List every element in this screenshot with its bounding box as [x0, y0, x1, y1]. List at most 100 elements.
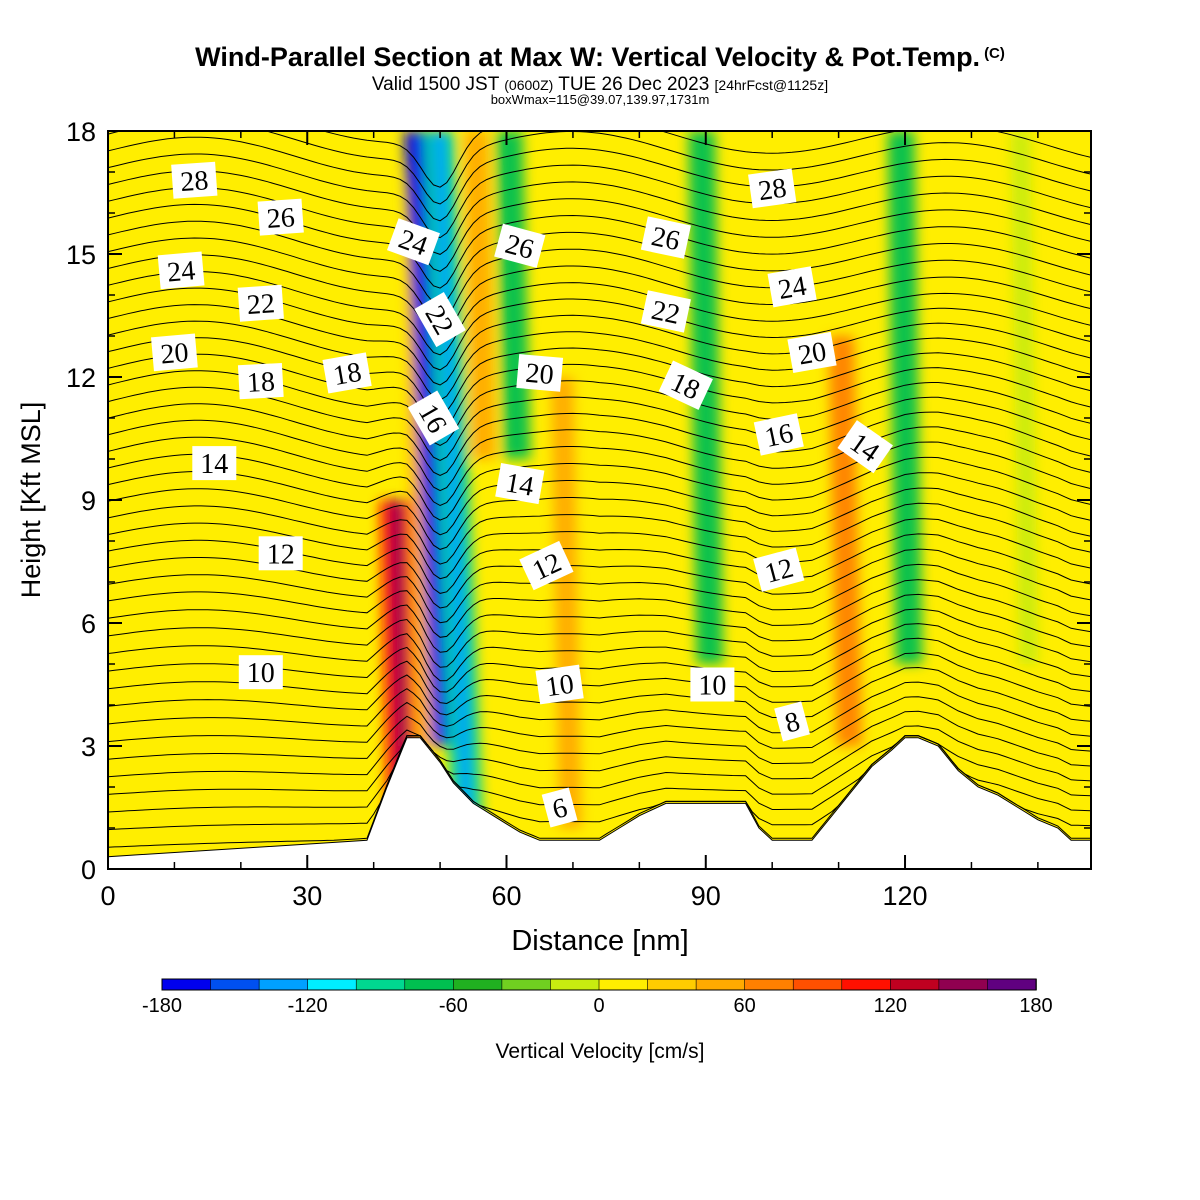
theta-line	[108, 320, 1091, 401]
theta-label: 6	[541, 787, 578, 828]
theta-label-box	[237, 284, 284, 322]
y-tick-label: 12	[66, 363, 96, 393]
terrain	[107, 737, 1092, 870]
valid-time: Valid 1500 JST	[371, 74, 499, 95]
theta-line	[108, 453, 1091, 521]
theta-line	[108, 487, 1091, 550]
theta-label: 14	[495, 463, 545, 505]
theta-line	[108, 153, 1091, 239]
x-tick-label: 90	[691, 881, 721, 911]
theta-label: 24	[387, 218, 440, 266]
colorbar-tick-label: 120	[874, 995, 907, 1017]
theta-label-text: 24	[776, 271, 809, 306]
theta-label-text: 12	[267, 539, 295, 570]
chart-title: Wind-Parallel Section at Max W: Vertical…	[0, 42, 1200, 73]
theta-label-box	[151, 333, 198, 372]
chart-title-main: Wind-Parallel Section at Max W: Vertical…	[195, 42, 981, 72]
theta-line	[108, 725, 1091, 782]
theta-label-box	[767, 266, 817, 308]
y-tick-label: 9	[81, 486, 96, 516]
w-feature	[551, 377, 582, 828]
theta-line	[108, 623, 1091, 682]
theta-contours	[108, 131, 1091, 848]
colorbar-tick-label: 60	[734, 995, 756, 1017]
theta-label-box	[495, 463, 545, 505]
x-tick-label: 30	[292, 881, 322, 911]
theta-label-box	[753, 413, 804, 456]
colorbar-swatch	[550, 978, 600, 991]
axes: 0 30 60 90 120 0 3 6 9 12 15 18	[66, 117, 1091, 911]
theta-line	[108, 696, 1091, 752]
box-max-info: boxWmax=115@39.07,139.97,1731m	[490, 92, 710, 107]
colorbar-swatch	[792, 978, 843, 991]
theta-label-box	[748, 168, 797, 209]
colorbar-swatch	[501, 978, 552, 991]
theta-label-box	[519, 540, 574, 591]
colorbar-swatch	[647, 978, 697, 991]
theta-line	[108, 386, 1091, 462]
theta-label-text: 16	[762, 418, 796, 454]
colorbar-swatch	[695, 978, 746, 991]
x-tick-label: 120	[882, 881, 927, 911]
colorbar-tick-label: -60	[439, 995, 468, 1017]
theta-label-box	[541, 787, 578, 828]
colorbar-swatch	[258, 978, 309, 991]
theta-label-box	[658, 360, 713, 410]
theta-line	[108, 518, 1091, 580]
theta-label: 16	[407, 390, 460, 446]
colorbar-swatch	[307, 978, 358, 991]
theta-label: 26	[494, 223, 546, 268]
theta-line	[108, 337, 1091, 416]
x-tick-label: 60	[491, 881, 521, 911]
theta-label-box	[322, 352, 372, 394]
theta-line	[108, 237, 1091, 323]
colorbar-swatch	[598, 978, 649, 991]
theta-label-box	[837, 420, 893, 474]
theta-line	[108, 131, 1091, 205]
theta-label-text: 26	[266, 202, 296, 235]
theta-label-text: 20	[796, 336, 829, 371]
forecast-info: [24hrFcst@1125z]	[714, 77, 829, 93]
theta-label-text: 10	[544, 669, 576, 704]
theta-label-box	[238, 655, 283, 690]
colorbar-label: Vertical Velocity [cm/s]	[496, 1040, 705, 1063]
theta-line	[108, 403, 1091, 477]
y-tick-label: 18	[66, 117, 96, 147]
theta-label: 18	[237, 362, 284, 400]
theta-label-text: 18	[331, 357, 364, 392]
theta-line	[108, 170, 1091, 255]
colorbar-swatch	[355, 978, 406, 991]
colorbar-swatch	[210, 978, 260, 991]
x-tick-label: 0	[100, 881, 115, 911]
theta-label-text: 28	[179, 165, 209, 198]
y-axis-label: Height [Kft MSL]	[16, 402, 46, 599]
theta-line	[108, 579, 1091, 638]
chart-subtitle: Valid 1500 JST (0600Z) TUE 26 Dec 2023 […	[0, 74, 1200, 96]
theta-label: 22	[237, 284, 284, 322]
theta-label-box	[414, 292, 466, 348]
theta-label-box	[535, 664, 584, 705]
x-axis-label: Distance [nm]	[511, 925, 688, 957]
w-feature	[887, 131, 923, 664]
colorbar-swatch	[453, 978, 503, 991]
colorbar-swatch	[890, 978, 940, 991]
theta-label: 20	[787, 331, 837, 373]
theta-label: 10	[690, 667, 735, 702]
theta-line	[108, 681, 1091, 737]
theta-label-box	[774, 701, 811, 742]
theta-line	[108, 502, 1091, 565]
theta-label-box	[407, 390, 460, 446]
theta-label: 26	[640, 216, 691, 259]
theta-label: 28	[748, 168, 797, 209]
theta-label: 8	[774, 701, 811, 742]
theta-line	[108, 471, 1091, 536]
theta-label-text: 22	[649, 295, 683, 331]
theta-line	[108, 563, 1091, 624]
theta-label-box	[192, 446, 237, 481]
colorbar-tick-label: 180	[1019, 995, 1052, 1017]
theta-line	[108, 419, 1091, 492]
colorbar-tick-label: -180	[142, 995, 182, 1017]
theta-label-text: 18	[246, 366, 276, 398]
theta-label: 14	[192, 446, 237, 481]
